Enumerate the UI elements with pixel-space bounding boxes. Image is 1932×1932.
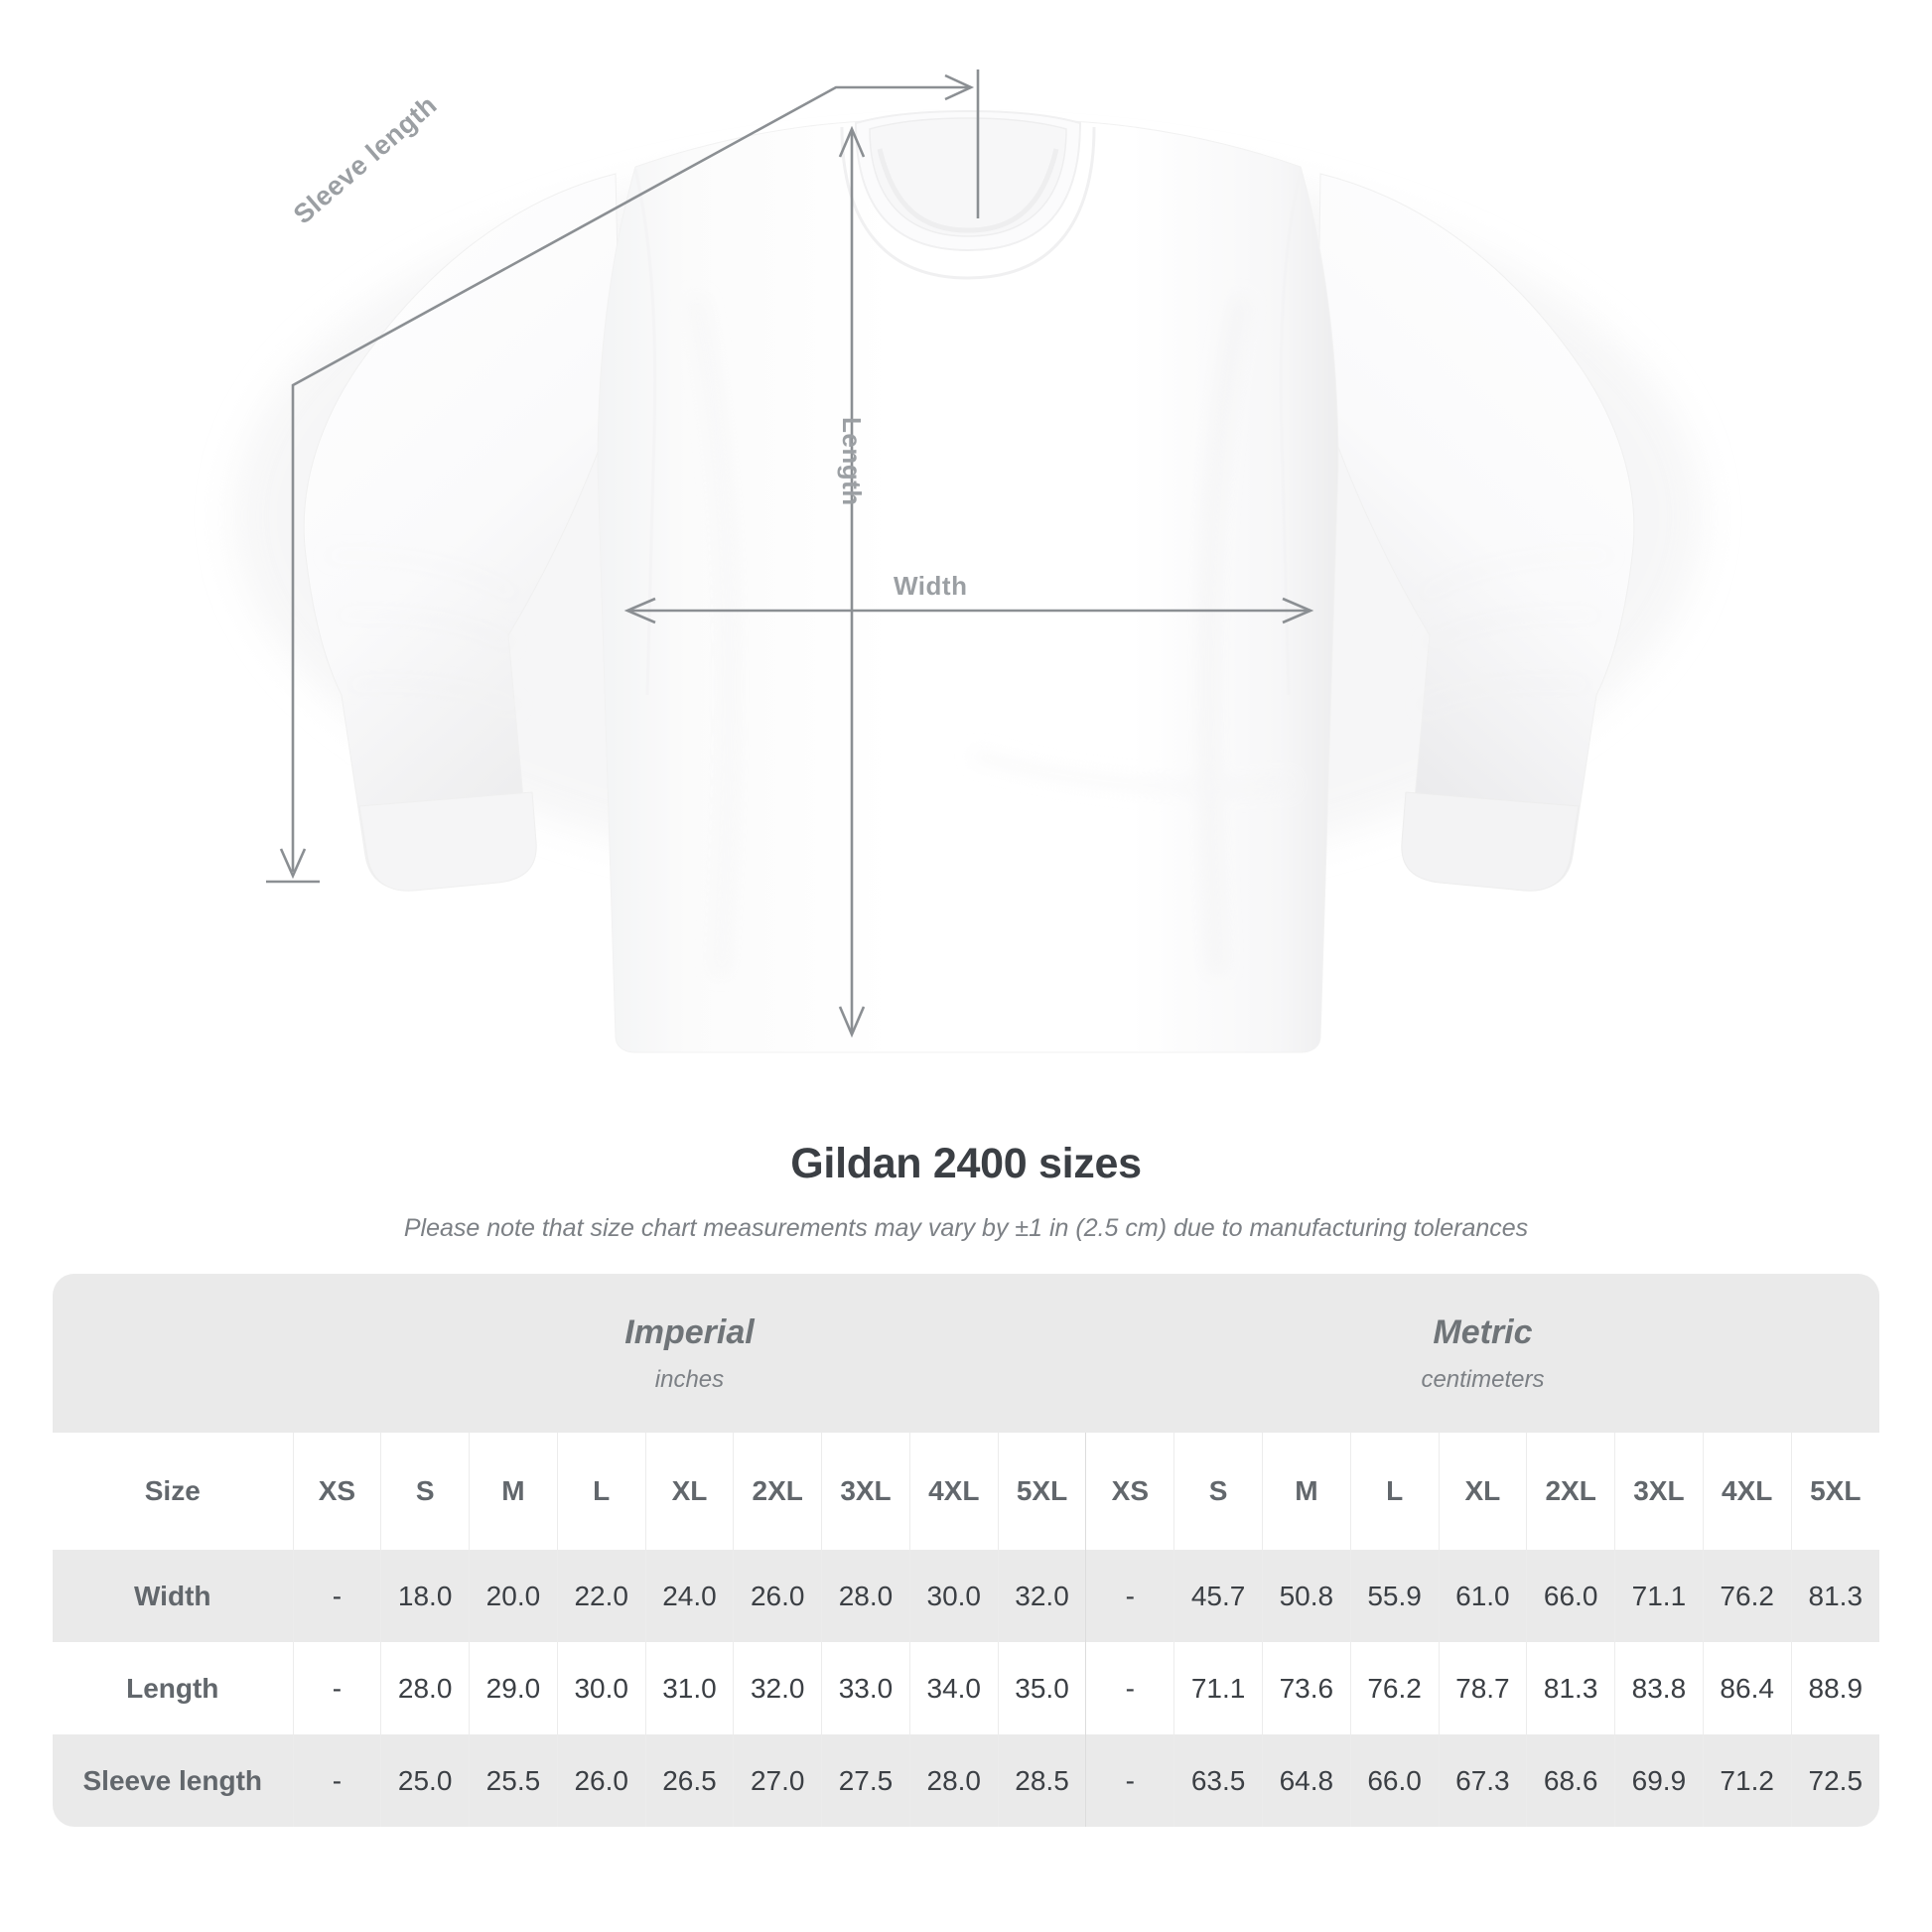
cell-sleeve-length-metric-xs: - — [1085, 1734, 1174, 1827]
cell-sleeve-length-imperial-2xl: 27.0 — [733, 1734, 822, 1827]
unit-group-name: Imperial — [624, 1312, 755, 1351]
cell-width-imperial-l: 22.0 — [556, 1550, 646, 1642]
cell-length-imperial-5xl: 35.0 — [997, 1642, 1086, 1734]
unit-header-spacer — [53, 1274, 294, 1433]
cell-length-metric-m: 73.6 — [1261, 1642, 1351, 1734]
size-header-row: Size XS S M L XL 2XL 3XL 4XL 5XL XS S M L XL 2XL 3XL 4XL 5… — [53, 1433, 1879, 1550]
width-dimension-label: Width — [894, 571, 968, 601]
cell-width-metric-m: 50.8 — [1261, 1550, 1351, 1642]
cell-length-metric-xl: 78.7 — [1438, 1642, 1527, 1734]
size-header-metric-l: L — [1349, 1433, 1439, 1550]
cell-sleeve-length-metric-s: 63.5 — [1173, 1734, 1263, 1827]
size-header-imperial-xs: XS — [292, 1433, 381, 1550]
cell-width-imperial-xs: - — [292, 1550, 381, 1642]
size-header-imperial-xl: XL — [644, 1433, 734, 1550]
cell-width-imperial-4xl: 30.0 — [908, 1550, 999, 1642]
cell-sleeve-length-metric-xl: 67.3 — [1438, 1734, 1527, 1827]
cell-width-metric-2xl: 66.0 — [1526, 1550, 1615, 1642]
size-header-imperial-2xl: 2XL — [733, 1433, 822, 1550]
cell-length-imperial-4xl: 34.0 — [908, 1642, 999, 1734]
size-header-metric-xs: XS — [1085, 1433, 1174, 1550]
size-header-imperial-m: M — [469, 1433, 558, 1550]
size-header-metric-m: M — [1261, 1433, 1351, 1550]
table-row: Length -28.0 29.0 30.0 31.0 32.0 33.0 34.0 35.0-… — [53, 1642, 1879, 1734]
garment-illustration — [233, 69, 1703, 1053]
cell-sleeve-length-imperial-xl: 26.5 — [644, 1734, 734, 1827]
size-header-metric-xl: XL — [1438, 1433, 1527, 1550]
cell-width-imperial-5xl: 32.0 — [997, 1550, 1086, 1642]
size-table: Imperial inches Metric centimeters Size XS S M L… — [53, 1274, 1879, 1827]
cell-length-imperial-xl: 31.0 — [644, 1642, 734, 1734]
size-header-metric-s: S — [1173, 1433, 1263, 1550]
cell-sleeve-length-metric-3xl: 69.9 — [1614, 1734, 1704, 1827]
cell-sleeve-length-imperial-3xl: 27.5 — [821, 1734, 910, 1827]
cell-width-metric-l: 55.9 — [1349, 1550, 1439, 1642]
cell-length-imperial-s: 28.0 — [380, 1642, 470, 1734]
cell-width-imperial-xl: 24.0 — [644, 1550, 734, 1642]
cell-sleeve-length-imperial-m: 25.5 — [469, 1734, 558, 1827]
cell-width-imperial-s: 18.0 — [380, 1550, 470, 1642]
title-block: Gildan 2400 sizes Please note that size … — [0, 1140, 1932, 1243]
size-header-imperial-l: L — [556, 1433, 646, 1550]
cell-width-metric-xs: - — [1085, 1550, 1174, 1642]
unit-group-subtitle: inches — [654, 1365, 725, 1393]
cell-sleeve-length-metric-m: 64.8 — [1261, 1734, 1351, 1827]
cell-sleeve-length-imperial-5xl: 28.5 — [997, 1734, 1086, 1827]
size-header-label: Size — [53, 1433, 294, 1550]
cell-sleeve-length-imperial-s: 25.0 — [380, 1734, 470, 1827]
table-row: Width -18.0 20.0 22.0 24.0 26.0 28.0 30.0 32.0-4… — [53, 1550, 1879, 1642]
cell-width-metric-s: 45.7 — [1173, 1550, 1263, 1642]
unit-group-metric: Metric centimeters — [1085, 1274, 1879, 1433]
cell-sleeve-length-imperial-4xl: 28.0 — [908, 1734, 999, 1827]
row-label-width: Width — [53, 1550, 294, 1642]
unit-group-subtitle: centimeters — [1421, 1365, 1545, 1393]
cell-length-imperial-xs: - — [292, 1642, 381, 1734]
cell-length-metric-5xl: 88.9 — [1790, 1642, 1879, 1734]
unit-group-name: Metric — [1433, 1312, 1533, 1351]
table-row: Sleeve length -25.0 25.5 26.0 26.5 27.0 27.5 28… — [53, 1734, 1879, 1827]
cell-width-imperial-m: 20.0 — [469, 1550, 558, 1642]
cell-width-metric-xl: 61.0 — [1438, 1550, 1527, 1642]
cell-length-metric-xs: - — [1085, 1642, 1174, 1734]
size-header-metric-2xl: 2XL — [1526, 1433, 1615, 1550]
cell-length-metric-s: 71.1 — [1173, 1642, 1263, 1734]
cell-sleeve-length-metric-4xl: 71.2 — [1702, 1734, 1792, 1827]
cell-length-imperial-3xl: 33.0 — [821, 1642, 910, 1734]
cell-length-metric-3xl: 83.8 — [1614, 1642, 1704, 1734]
cell-sleeve-length-metric-2xl: 68.6 — [1526, 1734, 1615, 1827]
page-title: Gildan 2400 sizes — [790, 1140, 1142, 1187]
cell-length-imperial-2xl: 32.0 — [733, 1642, 822, 1734]
length-dimension-label: Length — [837, 417, 867, 506]
cell-width-metric-5xl: 81.3 — [1790, 1550, 1879, 1642]
row-label-sleeve-length: Sleeve length — [53, 1734, 294, 1827]
size-header-metric-5xl: 5XL — [1790, 1433, 1879, 1550]
unit-header-row: Imperial inches Metric centimeters — [53, 1274, 1879, 1433]
row-label-length: Length — [53, 1642, 294, 1734]
garment-diagram: Sleeve length Length Width — [233, 69, 1703, 1053]
cell-length-metric-4xl: 86.4 — [1702, 1642, 1792, 1734]
cell-sleeve-length-metric-5xl: 72.5 — [1790, 1734, 1879, 1827]
cell-length-imperial-l: 30.0 — [556, 1642, 646, 1734]
size-header-metric-4xl: 4XL — [1702, 1433, 1792, 1550]
unit-group-imperial: Imperial inches — [293, 1274, 1086, 1433]
cell-sleeve-length-imperial-xs: - — [292, 1734, 381, 1827]
size-header-imperial-4xl: 4XL — [908, 1433, 999, 1550]
size-header-imperial-5xl: 5XL — [997, 1433, 1086, 1550]
size-header-metric-3xl: 3XL — [1614, 1433, 1704, 1550]
cell-width-imperial-2xl: 26.0 — [733, 1550, 822, 1642]
cell-width-imperial-3xl: 28.0 — [821, 1550, 910, 1642]
cell-sleeve-length-metric-l: 66.0 — [1349, 1734, 1439, 1827]
cell-length-metric-2xl: 81.3 — [1526, 1642, 1615, 1734]
size-header-imperial-3xl: 3XL — [821, 1433, 910, 1550]
cell-width-metric-4xl: 76.2 — [1702, 1550, 1792, 1642]
cell-length-imperial-m: 29.0 — [469, 1642, 558, 1734]
tolerance-note: Please note that size chart measurements… — [403, 1214, 1529, 1242]
cell-length-metric-l: 76.2 — [1349, 1642, 1439, 1734]
size-header-imperial-s: S — [380, 1433, 470, 1550]
cell-width-metric-3xl: 71.1 — [1614, 1550, 1704, 1642]
size-table-container: Imperial inches Metric centimeters Size XS S M L… — [53, 1274, 1879, 1827]
cell-sleeve-length-imperial-l: 26.0 — [556, 1734, 646, 1827]
